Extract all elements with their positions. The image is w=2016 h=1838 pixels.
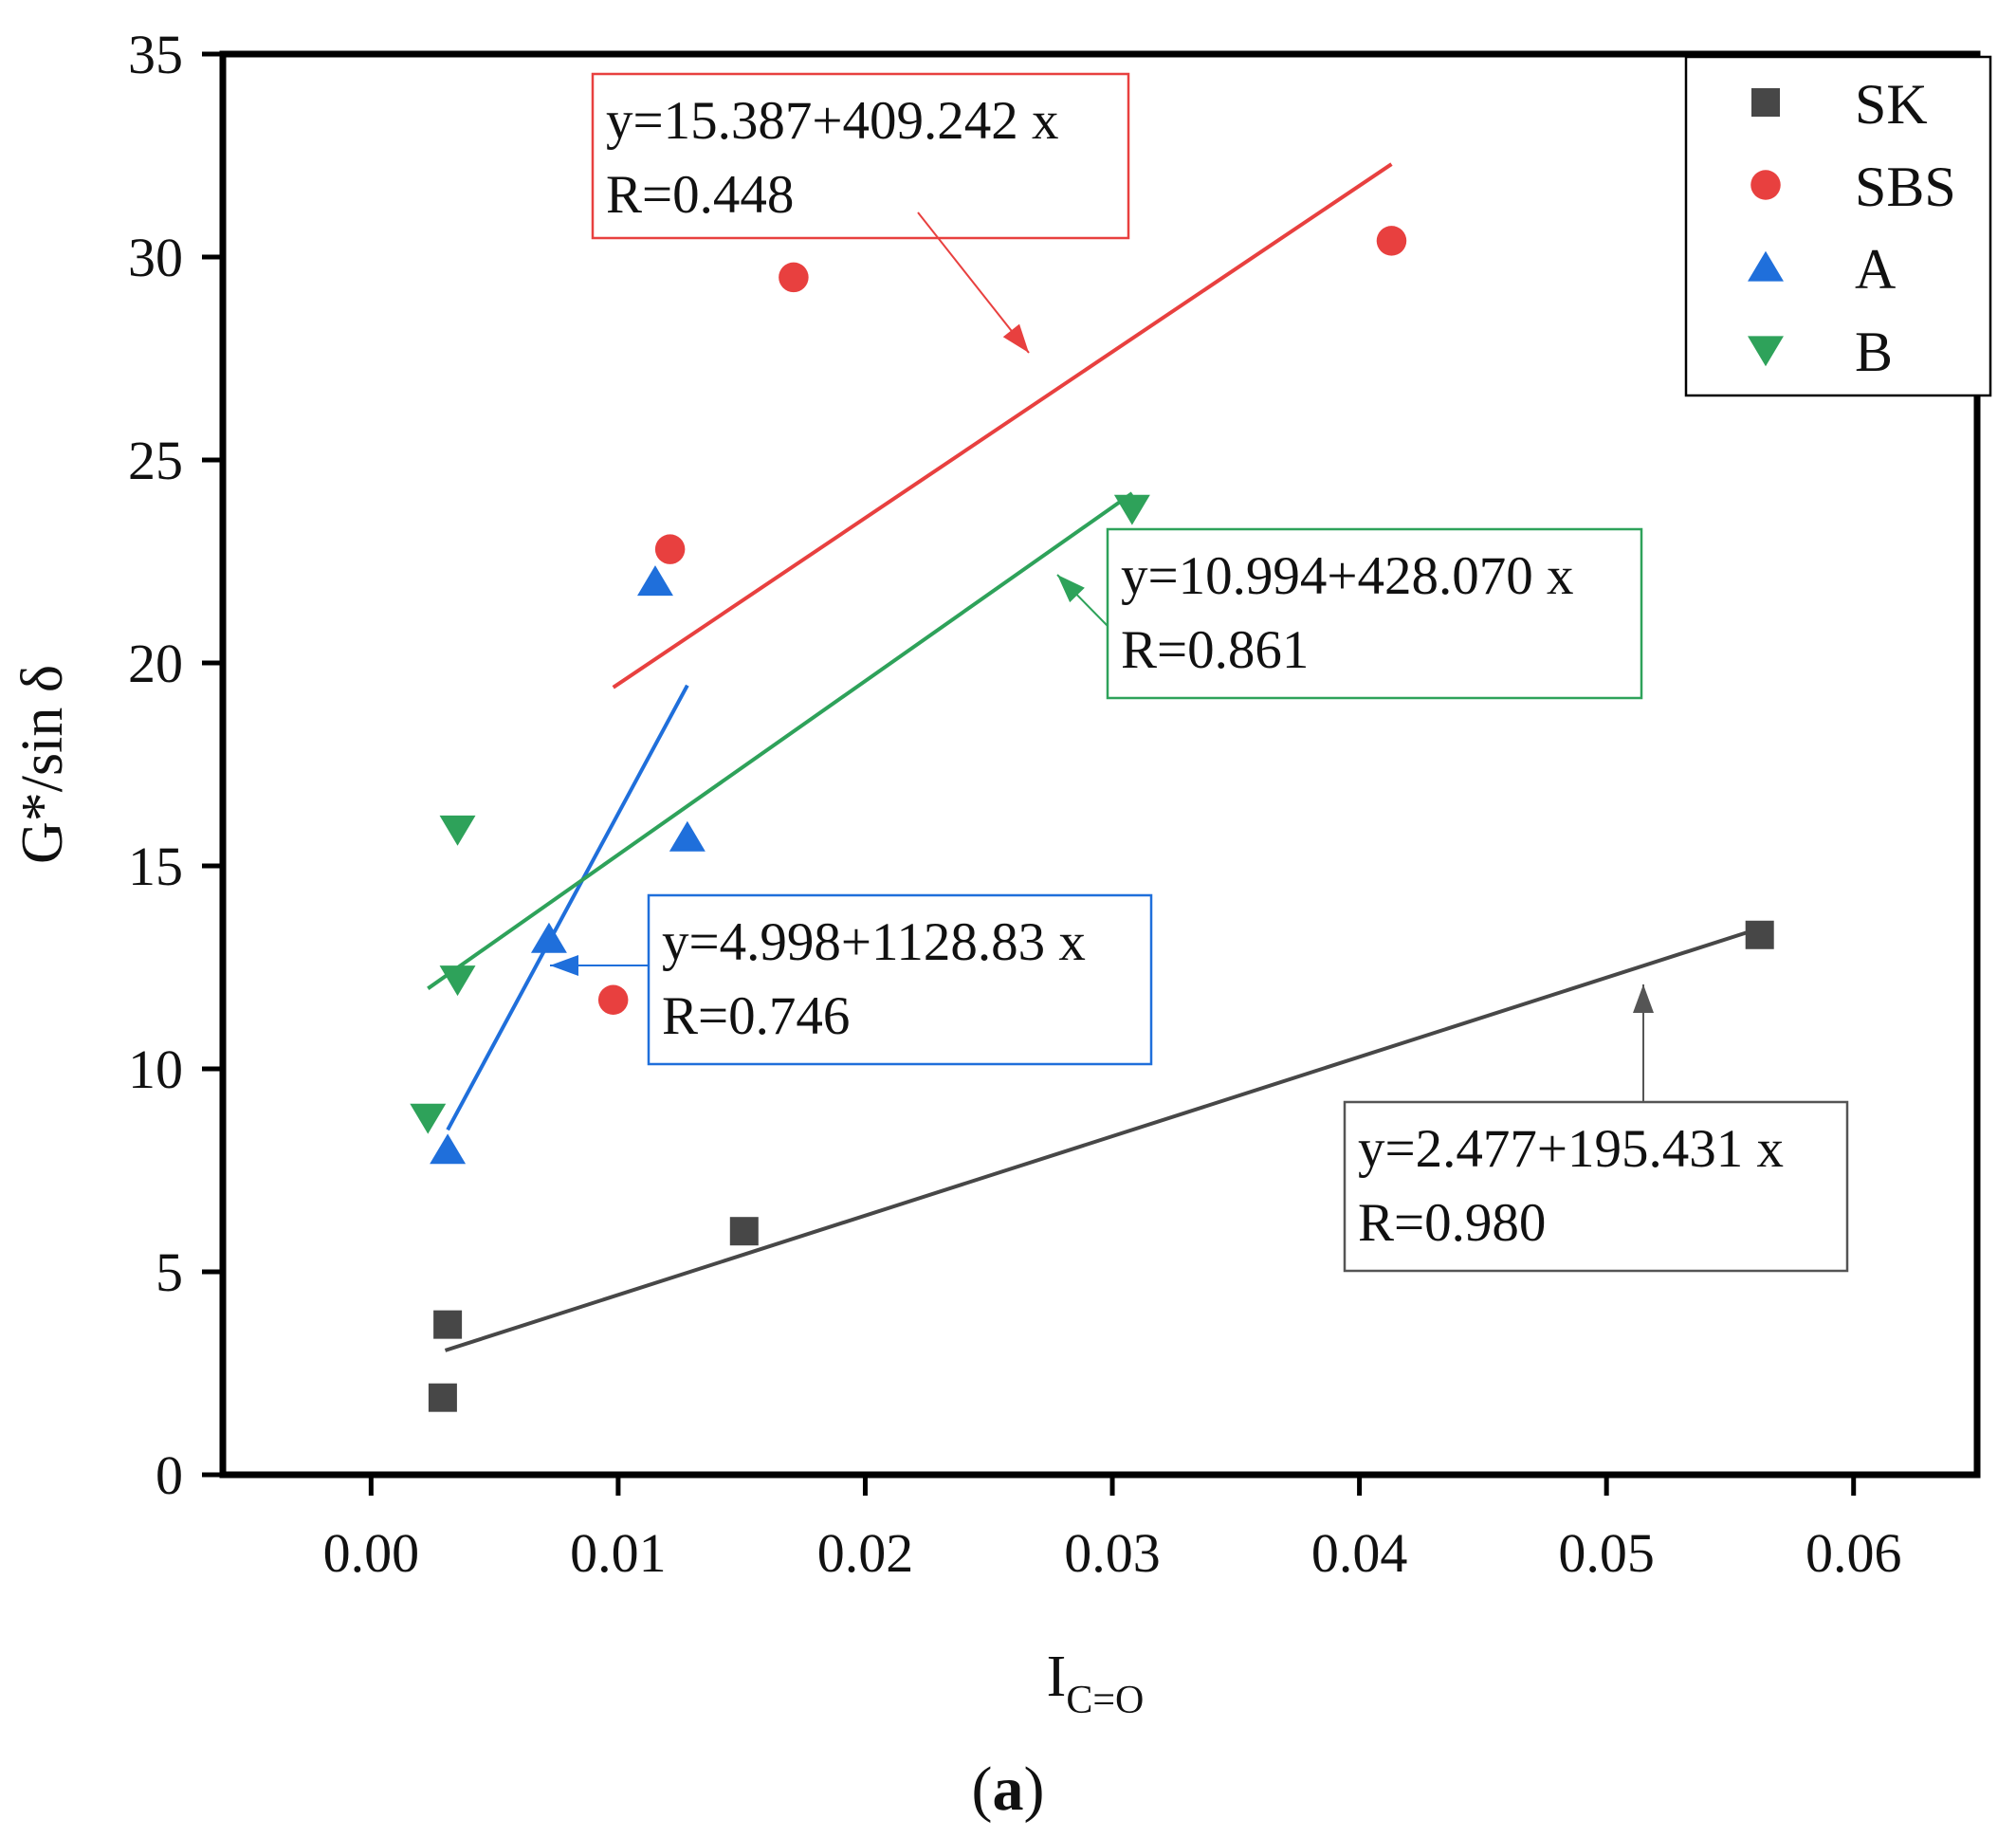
- fit-equation: y=10.994+428.070 x: [1121, 546, 1574, 606]
- fit-annotation-b: y=10.994+428.070 x R=0.861: [1056, 527, 1643, 700]
- fit-annotation-arrowhead: [550, 955, 578, 976]
- y-tick-label: 5: [156, 1241, 183, 1303]
- fit-r-value: R=0.746: [662, 986, 850, 1046]
- data-point-a: [669, 820, 706, 852]
- y-tick-label: 10: [128, 1038, 183, 1100]
- figure-caption: (a): [972, 1755, 1045, 1824]
- legend-box: [1684, 55, 1992, 397]
- data-point-sk: [729, 1217, 759, 1246]
- caption-open: (: [972, 1755, 993, 1824]
- fit-line-a: [446, 684, 689, 1131]
- legend-marker-b: [1748, 336, 1784, 367]
- data-point-sbs: [779, 262, 809, 293]
- x-tick-label: 0.01: [570, 1522, 667, 1584]
- x-axis-title-subscript: C=O: [1066, 1679, 1144, 1722]
- fit-r-value: R=0.861: [1121, 620, 1309, 680]
- y-tick-label: 15: [128, 836, 183, 897]
- data-point-sk: [1745, 920, 1774, 949]
- plot-frame: [219, 50, 1981, 1479]
- fit-line-sk: [444, 926, 1761, 1352]
- caption-label: a: [993, 1755, 1024, 1824]
- fit-annotation-sk: y=2.477+195.431 x R=0.980: [1343, 984, 1849, 1273]
- data-point-b: [439, 965, 476, 997]
- fit-annotation-box: [1343, 1100, 1849, 1273]
- fit-annotation-box: [1106, 527, 1643, 700]
- data-point-b: [439, 815, 476, 846]
- fit-line-b: [427, 491, 1134, 990]
- fit-annotation-arrow: [917, 211, 1030, 354]
- x-tick-label: 0.06: [1805, 1522, 1902, 1584]
- data-point-sbs: [1376, 226, 1407, 256]
- fit-equation: y=15.387+409.242 x: [606, 91, 1059, 151]
- fit-annotation-a: y=4.998+1128.83 x R=0.746: [550, 893, 1153, 1066]
- data-point-sbs: [597, 984, 629, 1015]
- caption-close: ): [1024, 1755, 1045, 1824]
- fit-annotation-box: [647, 893, 1153, 1066]
- y-tick-label: 30: [128, 227, 183, 288]
- y-tick-label: 35: [128, 24, 183, 85]
- x-tick-label: 0.05: [1558, 1522, 1655, 1584]
- y-axis-title: G*/sin δ: [10, 665, 75, 864]
- legend-label-b: B: [1855, 321, 1893, 383]
- fit-r-value: R=0.448: [606, 165, 794, 225]
- x-tick-label: 0.04: [1311, 1522, 1408, 1584]
- legend-label-a: A: [1855, 238, 1896, 301]
- x-tick-label: 0.03: [1064, 1522, 1161, 1584]
- fit-annotation-arrowhead: [1633, 984, 1654, 1013]
- data-point-a: [430, 1133, 467, 1165]
- y-tick-label: 20: [128, 633, 183, 694]
- fit-annotation-arrowhead: [1002, 323, 1029, 353]
- x-tick-label: 0.00: [323, 1522, 420, 1584]
- data-point-sbs: [654, 534, 686, 564]
- y-tick-label: 25: [128, 430, 183, 491]
- fit-r-value: R=0.980: [1358, 1193, 1546, 1253]
- fit-annotation-sbs: y=15.387+409.242 x R=0.448: [591, 72, 1130, 354]
- legend-marker-a: [1748, 250, 1784, 282]
- data-point-sk: [428, 1383, 457, 1412]
- legend-marker-sk: [1751, 88, 1780, 117]
- legend-label-sk: SK: [1855, 73, 1928, 136]
- fit-annotation-arrowhead: [1057, 575, 1085, 603]
- x-axis-title: IC=O: [1047, 1645, 1145, 1722]
- x-tick-label: 0.02: [817, 1522, 914, 1584]
- data-point-b: [410, 1103, 447, 1134]
- fit-line-sbs: [612, 162, 1393, 689]
- data-point-a: [637, 565, 673, 597]
- y-tick-label: 0: [156, 1444, 183, 1506]
- legend-marker-sbs: [1750, 170, 1781, 200]
- data-point-a: [530, 922, 567, 953]
- data-point-b: [1113, 494, 1150, 525]
- legend-label-sbs: SBS: [1855, 156, 1956, 218]
- data-point-sk: [433, 1310, 463, 1339]
- fit-equation: y=4.998+1128.83 x: [662, 912, 1086, 972]
- fit-equation: y=2.477+195.431 x: [1358, 1119, 1784, 1179]
- x-axis-title-main: I: [1047, 1645, 1067, 1709]
- fit-annotation-box: [591, 72, 1130, 240]
